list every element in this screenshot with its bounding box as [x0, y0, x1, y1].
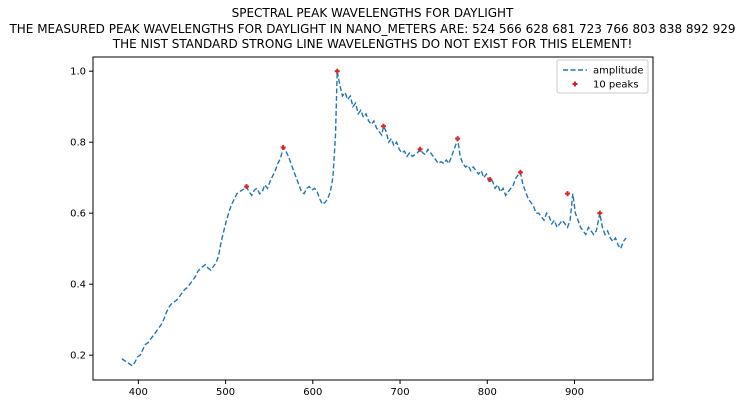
peak-marker [417, 146, 423, 152]
chart-title-line-2: THE MEASURED PEAK WAVELENGTHS FOR DAYLIG… [9, 22, 736, 36]
legend: amplitude 10 peaks [556, 59, 649, 94]
y-tick-label: 0.6 [70, 209, 86, 220]
y-tick-label: 0.8 [70, 138, 86, 149]
chart-title-line-3: THE NIST STANDARD STRONG LINE WAVELENGTH… [112, 37, 633, 51]
x-tick-label: 600 [303, 387, 322, 398]
y-axis: 0.2 0.4 0.6 0.8 1.0 [70, 67, 93, 362]
x-tick-label: 700 [390, 387, 409, 398]
amplitude-series-line [121, 71, 627, 367]
chart-title-line-1: SPECTRAL PEAK WAVELENGTHS FOR DAYLIGHT [231, 6, 514, 20]
x-axis: 400 500 600 700 800 900 [129, 380, 584, 398]
peak-marker [280, 145, 286, 151]
legend-label-peaks: 10 peaks [593, 80, 639, 91]
y-tick-label: 1.0 [70, 67, 86, 78]
x-tick-label: 900 [565, 387, 584, 398]
peak-marker [517, 169, 523, 175]
peak-marker [455, 136, 461, 142]
peak-marker [244, 184, 250, 190]
x-tick-label: 500 [216, 387, 235, 398]
y-tick-label: 0.4 [70, 280, 86, 291]
legend-swatch-peaks [572, 81, 578, 87]
peak-marker [597, 210, 603, 216]
x-tick-label: 400 [129, 387, 148, 398]
y-tick-label: 0.2 [70, 351, 86, 362]
peak-marker [565, 191, 571, 197]
series-layer [121, 68, 627, 367]
peak-marker [487, 176, 493, 182]
peak-marker [334, 68, 340, 74]
x-tick-label: 800 [478, 387, 497, 398]
plot-area [92, 56, 654, 381]
legend-box [556, 59, 649, 94]
legend-label-amplitude: amplitude [593, 66, 644, 77]
plot-frame [92, 56, 654, 381]
peak-marker [380, 123, 386, 129]
